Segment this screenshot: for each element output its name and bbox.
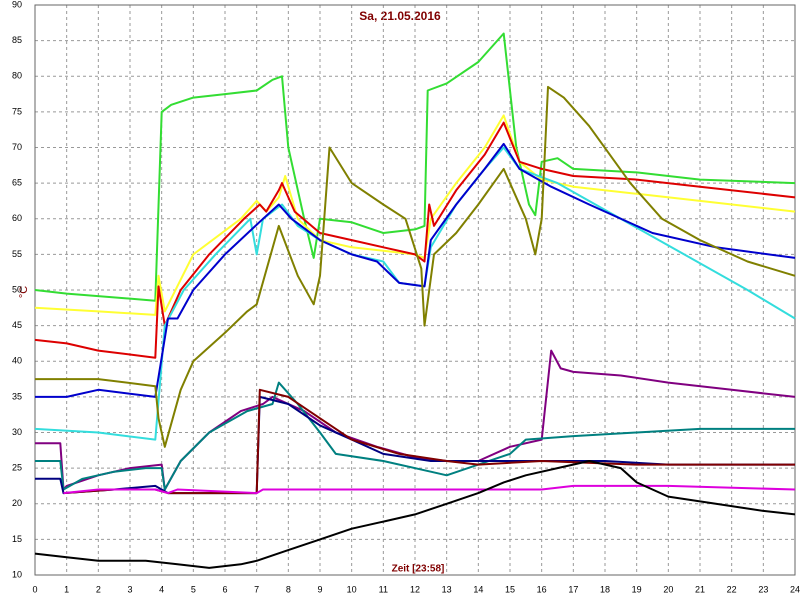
x-tick-label: 10 (347, 584, 357, 594)
x-tick-label: 20 (663, 584, 673, 594)
x-tick-label: 13 (442, 584, 452, 594)
series-line (35, 381, 795, 491)
series-line (35, 85, 796, 448)
y-tick-label: 80 (12, 71, 22, 81)
x-tick-label: 7 (254, 584, 259, 594)
x-tick-label: 23 (758, 584, 768, 594)
y-tick-label: 10 (12, 569, 22, 579)
y-tick-label: 85 (12, 35, 22, 45)
x-tick-label: 9 (317, 584, 322, 594)
x-tick-label: 14 (473, 584, 483, 594)
y-tick-label: 65 (12, 178, 22, 188)
y-tick-label: 75 (12, 106, 22, 116)
y-tick-label: 35 (12, 391, 22, 401)
y-tick-label: 60 (12, 213, 22, 223)
x-tick-label: 17 (568, 584, 578, 594)
y-tick-label: 15 (12, 534, 22, 544)
x-tick-label: 19 (632, 584, 642, 594)
y-tick-label: 50 (12, 284, 22, 294)
x-tick-label: 6 (222, 584, 227, 594)
y-tick-label: 40 (12, 356, 22, 366)
x-tick-label: 0 (32, 584, 37, 594)
y-tick-label: 45 (12, 320, 22, 330)
x-tick-label: 3 (127, 584, 132, 594)
y-axis-label: °C (18, 286, 30, 298)
series-line (35, 142, 796, 398)
x-tick-label: 21 (695, 584, 705, 594)
x-tick-label: 5 (191, 584, 196, 594)
series-line (34, 460, 796, 569)
x-tick-label: 15 (505, 584, 515, 594)
series-line (63, 484, 796, 495)
x-tick-label: 11 (379, 584, 388, 594)
x-tick-label: 18 (600, 584, 610, 594)
y-tick-label: 55 (12, 249, 22, 259)
x-axis-label: Zeit [23:58] (392, 564, 445, 575)
y-tick-label: 70 (12, 142, 22, 152)
x-tick-label: 24 (790, 584, 800, 594)
series-line (34, 121, 796, 359)
y-tick-label: 90 (12, 0, 22, 9)
x-tick-label: 22 (727, 584, 737, 594)
y-tick-label: 25 (12, 463, 22, 473)
y-tick-label: 30 (12, 427, 22, 437)
x-tick-label: 1 (64, 584, 69, 594)
x-tick-label: 16 (537, 584, 547, 594)
y-tick-label: 20 (12, 498, 22, 508)
x-tick-label: 4 (159, 584, 164, 594)
series-line (34, 32, 796, 302)
x-tick-label: 8 (286, 584, 291, 594)
x-tick-label: 12 (410, 584, 420, 594)
x-tick-label: 2 (96, 584, 101, 594)
chart-title: Sa, 21.05.2016 (359, 9, 441, 23)
